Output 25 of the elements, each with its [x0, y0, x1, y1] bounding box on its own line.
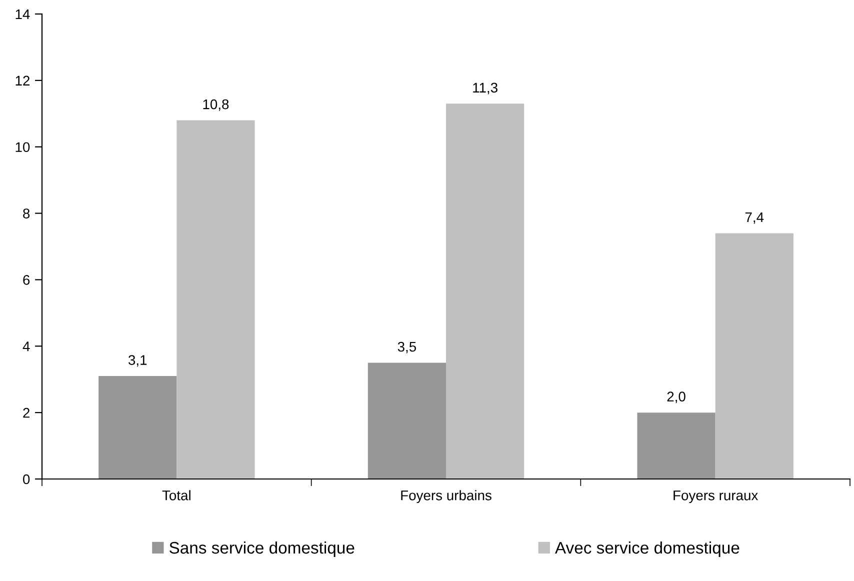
bar	[637, 412, 716, 479]
x-tick-label: Foyers urbains	[401, 490, 492, 504]
bar	[98, 376, 177, 479]
legend-label: Sans service domestique	[170, 541, 354, 557]
y-tick-label: 4	[22, 342, 30, 352]
bar	[176, 120, 255, 479]
y-tick-label: 12	[16, 76, 30, 86]
y-tick-label: 8	[23, 208, 30, 218]
bar	[715, 233, 794, 479]
bar	[446, 104, 524, 479]
data-label: 10,8	[203, 99, 229, 111]
y-tick-label: 0	[23, 474, 30, 484]
y-tick-label: 14	[16, 9, 30, 20]
y-tick-label: 10	[16, 142, 30, 152]
data-label: 11,3	[473, 82, 498, 94]
data-label: 3,5	[398, 342, 416, 354]
bar	[368, 362, 446, 479]
y-tick-label: 6	[23, 275, 30, 285]
y-tick-label: 2	[23, 408, 30, 418]
data-label: 3,1	[128, 355, 147, 367]
x-tick-label: Total	[162, 490, 190, 500]
data-label: 2,0	[667, 392, 686, 404]
x-tick-label: Foyers ruraux	[674, 490, 758, 504]
data-label: 7,4	[745, 212, 764, 224]
legend-label: Avec service domestique	[554, 541, 740, 557]
